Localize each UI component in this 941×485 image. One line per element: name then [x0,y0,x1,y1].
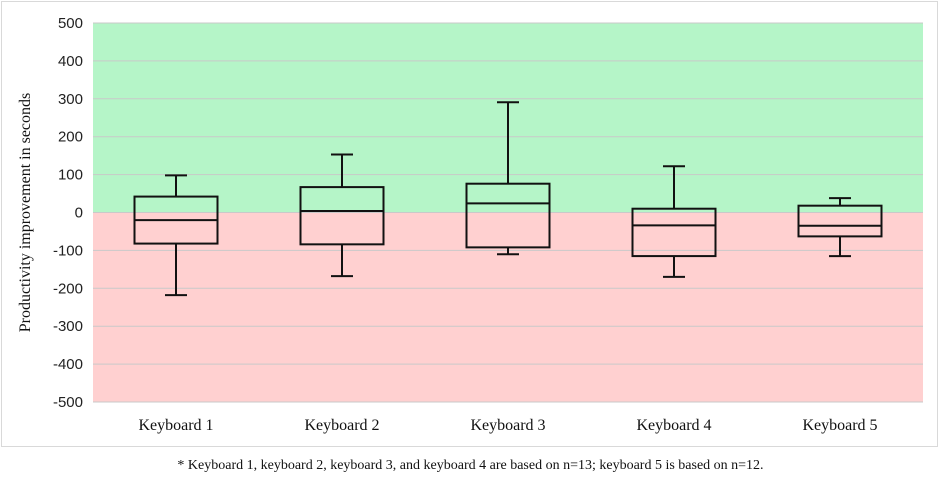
y-tick-label: 500 [58,15,83,32]
x-category-label: Keyboard 3 [470,417,545,434]
y-tick-label: 400 [58,53,83,70]
negative-band [93,212,923,402]
x-category-label: Keyboard 4 [636,417,711,434]
y-tick-label: -300 [53,318,83,335]
footnote: * Keyboard 1, keyboard 2, keyboard 3, an… [177,458,764,473]
x-category-label: Keyboard 2 [304,417,379,434]
y-tick-label: -100 [53,242,83,259]
y-tick-label: 300 [58,91,83,108]
y-axis-title: Productivity improvement in seconds [17,93,34,333]
x-category-label: Keyboard 5 [802,417,877,434]
y-tick-label: -200 [53,280,83,297]
y-tick-label: 0 [75,205,83,222]
y-tick-label: 200 [58,129,83,146]
box-iqr [299,186,385,246]
box-plot-chart: -500 -400 -300 -200 -100 0 100 200 300 400 500 Prod… [17,15,923,434]
box-iqr [631,207,717,258]
box-iqr [465,182,551,249]
chart-frame [1,1,938,447]
box-iqr [797,204,883,238]
x-category-label: Keyboard 1 [138,417,213,434]
y-tick-label: 100 [58,167,83,184]
y-tick-label: -500 [53,394,83,411]
y-tick-label: -400 [53,356,83,373]
